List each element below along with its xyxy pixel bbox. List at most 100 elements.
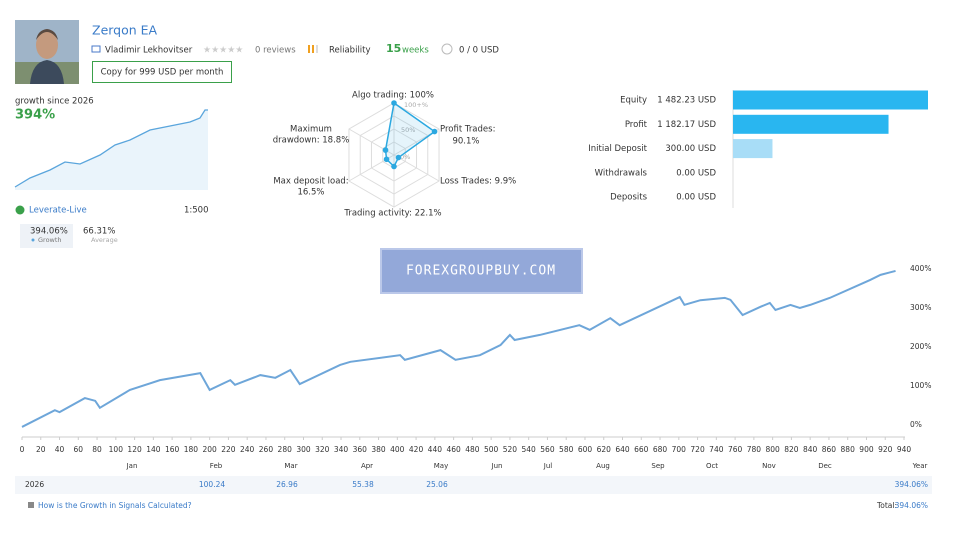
- x-tick-label: 180: [184, 445, 199, 454]
- x-tick-label: 0: [20, 445, 25, 454]
- subscribers: 0 / 0 USD: [459, 46, 499, 56]
- x-tick-label: 100: [109, 445, 124, 454]
- growth-label: growth since 2026: [15, 97, 94, 107]
- bar-value-label: 0.00 USD: [676, 193, 716, 203]
- month-label: Nov: [762, 462, 776, 470]
- month-cell: 55.38: [352, 480, 374, 489]
- x-tick-label: 920: [878, 445, 893, 454]
- signal-name: Zerqon EA: [92, 23, 158, 38]
- copy-button[interactable]: [92, 61, 232, 83]
- x-tick-label: 620: [597, 445, 612, 454]
- month-label: May: [434, 462, 448, 470]
- x-tick-label: 520: [503, 445, 518, 454]
- x-tick-label: 720: [690, 445, 705, 454]
- stat-value: 66.31%: [83, 227, 115, 237]
- bar-value-label: 300.00 USD: [665, 144, 716, 154]
- bar-label: Equity: [620, 96, 647, 106]
- verified-icon: [15, 205, 25, 215]
- x-tick-label: 600: [578, 445, 593, 454]
- radar-scale-label: 100+%: [404, 101, 428, 109]
- total-label: Total:: [876, 501, 897, 510]
- bar: [733, 90, 928, 110]
- copy-button-label[interactable]: Copy for 999 USD per month: [101, 68, 224, 78]
- y-tick-label: 200%: [910, 342, 931, 351]
- radar-scale-label: 0%: [400, 153, 410, 161]
- x-tick-label: 20: [36, 445, 46, 454]
- x-tick-label: 480: [465, 445, 480, 454]
- month-label: Aug: [596, 462, 610, 470]
- growth-line: [21, 269, 896, 428]
- x-tick-label: 460: [446, 445, 461, 454]
- bar-label: Deposits: [610, 193, 647, 203]
- x-tick-label: 300: [296, 445, 311, 454]
- month-cell: 25.06: [426, 480, 448, 489]
- year-cell: 2026: [25, 480, 44, 489]
- x-tick-label: 580: [559, 445, 574, 454]
- month-label: Sep: [651, 462, 665, 470]
- month-label: Jun: [491, 462, 503, 470]
- x-tick-label: 360: [353, 445, 368, 454]
- month-cell: 100.24: [199, 480, 225, 489]
- x-tick-label: 840: [803, 445, 818, 454]
- x-tick-label: 760: [728, 445, 743, 454]
- weeks: weeks: [402, 46, 429, 56]
- month-label: Oct: [706, 462, 718, 470]
- month-cell: 26.96: [276, 480, 298, 489]
- radar-label: 16.5%: [297, 188, 324, 198]
- month-label: Jul: [543, 462, 553, 470]
- watermark: FOREXGROUPBUY.COM: [406, 264, 556, 279]
- x-tick-label: 780: [747, 445, 762, 454]
- x-tick-label: 220: [221, 445, 236, 454]
- flag-icon: [91, 45, 101, 53]
- month-label: Feb: [210, 462, 223, 470]
- help-link[interactable]: How is the Growth in Signals Calculated?: [38, 501, 192, 510]
- x-tick-label: 540: [522, 445, 537, 454]
- x-tick-label: 340: [334, 445, 349, 454]
- x-tick-label: 380: [371, 445, 386, 454]
- y-tick-label: 100%: [910, 381, 931, 390]
- x-tick-label: 800: [765, 445, 780, 454]
- help-icon: [28, 502, 34, 508]
- bar-label: Initial Deposit: [588, 144, 647, 154]
- x-tick-label: 400: [390, 445, 405, 454]
- bar-label: Profit: [625, 120, 648, 130]
- radar-label: Algo trading: 100%: [352, 91, 434, 101]
- broker[interactable]: Leverate-Live: [29, 206, 87, 216]
- x-tick-label: 740: [709, 445, 724, 454]
- x-tick-label: 280: [278, 445, 293, 454]
- stars: ★★★★★: [203, 46, 243, 56]
- x-tick-label: 880: [841, 445, 856, 454]
- month-label: Mar: [284, 462, 297, 470]
- reliability: Reliability: [329, 46, 371, 56]
- radar-label: 90.1%: [452, 137, 479, 147]
- subscribers-icon: [441, 43, 453, 55]
- radar-label: Profit Trades:: [440, 125, 495, 135]
- radar-point: [431, 128, 438, 135]
- year-row-bg: [15, 476, 932, 494]
- y-tick-label: 400%: [910, 264, 931, 273]
- stat-label: Growth: [38, 236, 62, 244]
- month-label: Jan: [126, 462, 138, 470]
- x-tick-label: 700: [672, 445, 687, 454]
- total-value: 394.06%: [895, 501, 928, 510]
- year-label: Year: [912, 462, 928, 470]
- stat-dot: [31, 238, 35, 242]
- x-tick-label: 680: [653, 445, 668, 454]
- year-total: 394.06%: [895, 480, 928, 489]
- x-tick-label: 200: [202, 445, 217, 454]
- x-tick-label: 900: [859, 445, 874, 454]
- x-tick-label: 120: [127, 445, 142, 454]
- x-tick-label: 40: [55, 445, 65, 454]
- x-tick-label: 440: [428, 445, 443, 454]
- y-tick-label: 300%: [910, 303, 931, 312]
- radar-label: Trading activity: 22.1%: [343, 209, 441, 219]
- month-label: Apr: [361, 462, 373, 470]
- sparkline: [14, 109, 208, 190]
- x-tick-label: 640: [615, 445, 630, 454]
- month-label: Dec: [818, 462, 832, 470]
- bar-value-label: 0.00 USD: [676, 168, 716, 178]
- reliability-icon: [308, 45, 318, 53]
- radar-label: drawdown: 18.8%: [273, 136, 350, 146]
- x-tick-label: 500: [484, 445, 499, 454]
